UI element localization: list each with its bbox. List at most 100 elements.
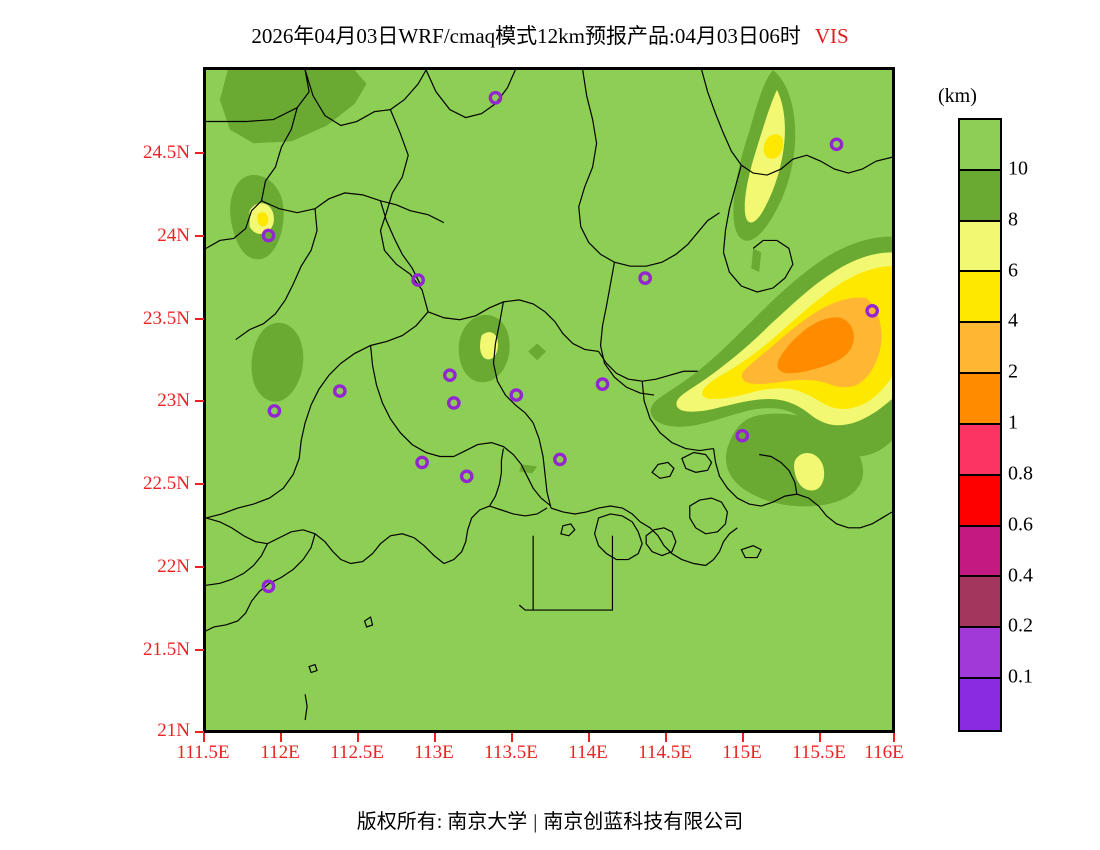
footer-copyright: 版权所有: 南京大学 <box>356 811 528 833</box>
colorbar-unit-label: (km) <box>938 85 977 107</box>
y-tick-label: 22.5N <box>143 473 190 494</box>
station-marker[interactable] <box>443 368 457 383</box>
region-southeast-6-8 <box>794 452 825 491</box>
footer-separator: | <box>533 811 538 833</box>
title-main-text: 2026年04月03日WRF/cmaq模式12km预报产品:04月03日06时 <box>251 24 801 48</box>
x-tick-label: 114E <box>568 742 608 763</box>
x-tick-mark <box>893 733 895 742</box>
station-marker[interactable] <box>411 273 425 287</box>
x-tick-label: 113E <box>414 742 454 763</box>
map-svg <box>206 70 892 730</box>
colorbar-band-5 <box>960 374 1000 425</box>
visibility-contour-fills <box>219 70 892 507</box>
x-tick-mark <box>511 733 513 742</box>
region-ne-strip-6-8 <box>744 89 785 223</box>
x-tick-label: 112E <box>260 742 300 763</box>
x-tick-label: 116E <box>864 742 904 763</box>
station-marker[interactable] <box>735 428 750 443</box>
station-marker[interactable] <box>261 228 276 243</box>
y-tick-mark <box>195 566 204 568</box>
page-title: 2026年04月03日WRF/cmaq模式12km预报产品:04月03日06时 V… <box>0 20 1100 50</box>
region-west-4-6 <box>257 212 269 227</box>
x-tick-mark <box>742 733 744 742</box>
x-tick-mark <box>665 733 667 742</box>
y-tick-mark <box>195 235 204 237</box>
x-tick-label: 115.5E <box>792 742 846 763</box>
colorbar-band-7 <box>960 475 1000 527</box>
station-marker[interactable] <box>459 469 474 484</box>
x-tick-mark <box>357 733 359 742</box>
region-ne-strip-4-6 <box>763 134 784 159</box>
x-tick-mark <box>280 733 282 742</box>
region-central-6-8 <box>480 332 498 360</box>
y-tick-mark <box>195 649 204 651</box>
colorbar-tick-label: 0.6 <box>1008 513 1033 536</box>
x-tick-label: 115E <box>722 742 762 763</box>
colorbar-band-8 <box>960 526 1000 578</box>
y-tick-mark <box>195 318 204 320</box>
x-tick-label: 114.5E <box>638 742 692 763</box>
station-markers[interactable] <box>261 90 880 594</box>
y-tick-mark <box>195 400 204 402</box>
region-ne-strip-tail <box>751 248 762 273</box>
colorbar-band-6 <box>960 424 1000 476</box>
map-plot-area[interactable] <box>203 67 895 733</box>
station-marker[interactable] <box>509 388 524 402</box>
y-tick-mark <box>195 152 204 154</box>
region-delta-small-sliver <box>519 464 538 474</box>
x-tick-mark <box>588 733 590 742</box>
region-ne-main-2-4-core <box>777 317 854 374</box>
y-tick-label: 23.5N <box>143 308 190 329</box>
y-tick-label: 21.5N <box>143 639 190 660</box>
region-southeast-8-10 <box>725 413 864 507</box>
title-variable-label: VIS <box>814 24 849 48</box>
station-marker[interactable] <box>865 303 880 318</box>
colorbar-band-0 <box>960 120 1000 171</box>
colorbar-tick-label: 1 <box>1008 411 1018 434</box>
station-marker[interactable] <box>595 377 610 391</box>
station-marker[interactable] <box>553 452 567 467</box>
colorbar[interactable] <box>958 118 1002 732</box>
colorbar-band-1 <box>960 170 1000 222</box>
region-southwest-8-10 <box>251 322 304 402</box>
colorbar-band-4 <box>960 323 1000 375</box>
colorbar-tick-label: 6 <box>1008 259 1018 281</box>
colorbar-tick-label: 8 <box>1008 208 1018 231</box>
x-tick-label: 111.5E <box>176 742 230 763</box>
region-north-west-8-10 <box>219 70 367 144</box>
station-marker[interactable] <box>415 455 429 470</box>
colorbar-band-3 <box>960 272 1000 324</box>
x-tick-mark <box>434 733 436 742</box>
y-tick-label: 22N <box>157 556 190 577</box>
station-marker[interactable] <box>829 137 844 152</box>
region-central-small-dot <box>528 343 547 361</box>
station-marker[interactable] <box>267 404 282 418</box>
y-tick-label: 23N <box>157 390 190 411</box>
colorbar-band-11 <box>960 679 1000 730</box>
station-marker[interactable] <box>261 579 276 594</box>
station-marker[interactable] <box>332 384 347 398</box>
administrative-boundaries <box>206 70 892 721</box>
map-canvas <box>206 70 892 730</box>
colorbar-tick-label: 2 <box>1008 360 1018 383</box>
y-tick-label: 24N <box>157 225 190 246</box>
colorbar-tick-label: 10 <box>1008 157 1028 180</box>
colorbar-band-10 <box>960 628 1000 680</box>
colorbar-tick-label: 0.2 <box>1008 614 1033 637</box>
colorbar-band-9 <box>960 577 1000 629</box>
station-marker[interactable] <box>446 396 461 410</box>
y-tick-mark <box>195 483 204 485</box>
station-marker[interactable] <box>488 90 503 105</box>
y-tick-label: 21N <box>157 720 190 741</box>
x-tick-label: 112.5E <box>330 742 384 763</box>
colorbar-tick-label: 0.8 <box>1008 462 1033 485</box>
colorbar-band-2 <box>960 221 1000 273</box>
colorbar-tick-label: 0.4 <box>1008 564 1033 586</box>
station-marker[interactable] <box>638 271 652 285</box>
y-tick-mark <box>195 731 204 733</box>
x-tick-mark <box>203 733 205 742</box>
x-tick-mark <box>819 733 821 742</box>
footer: 版权所有: 南京大学 | 南京创蓝科技有限公司 <box>0 805 1100 834</box>
footer-company: 南京创蓝科技有限公司 <box>543 811 744 833</box>
